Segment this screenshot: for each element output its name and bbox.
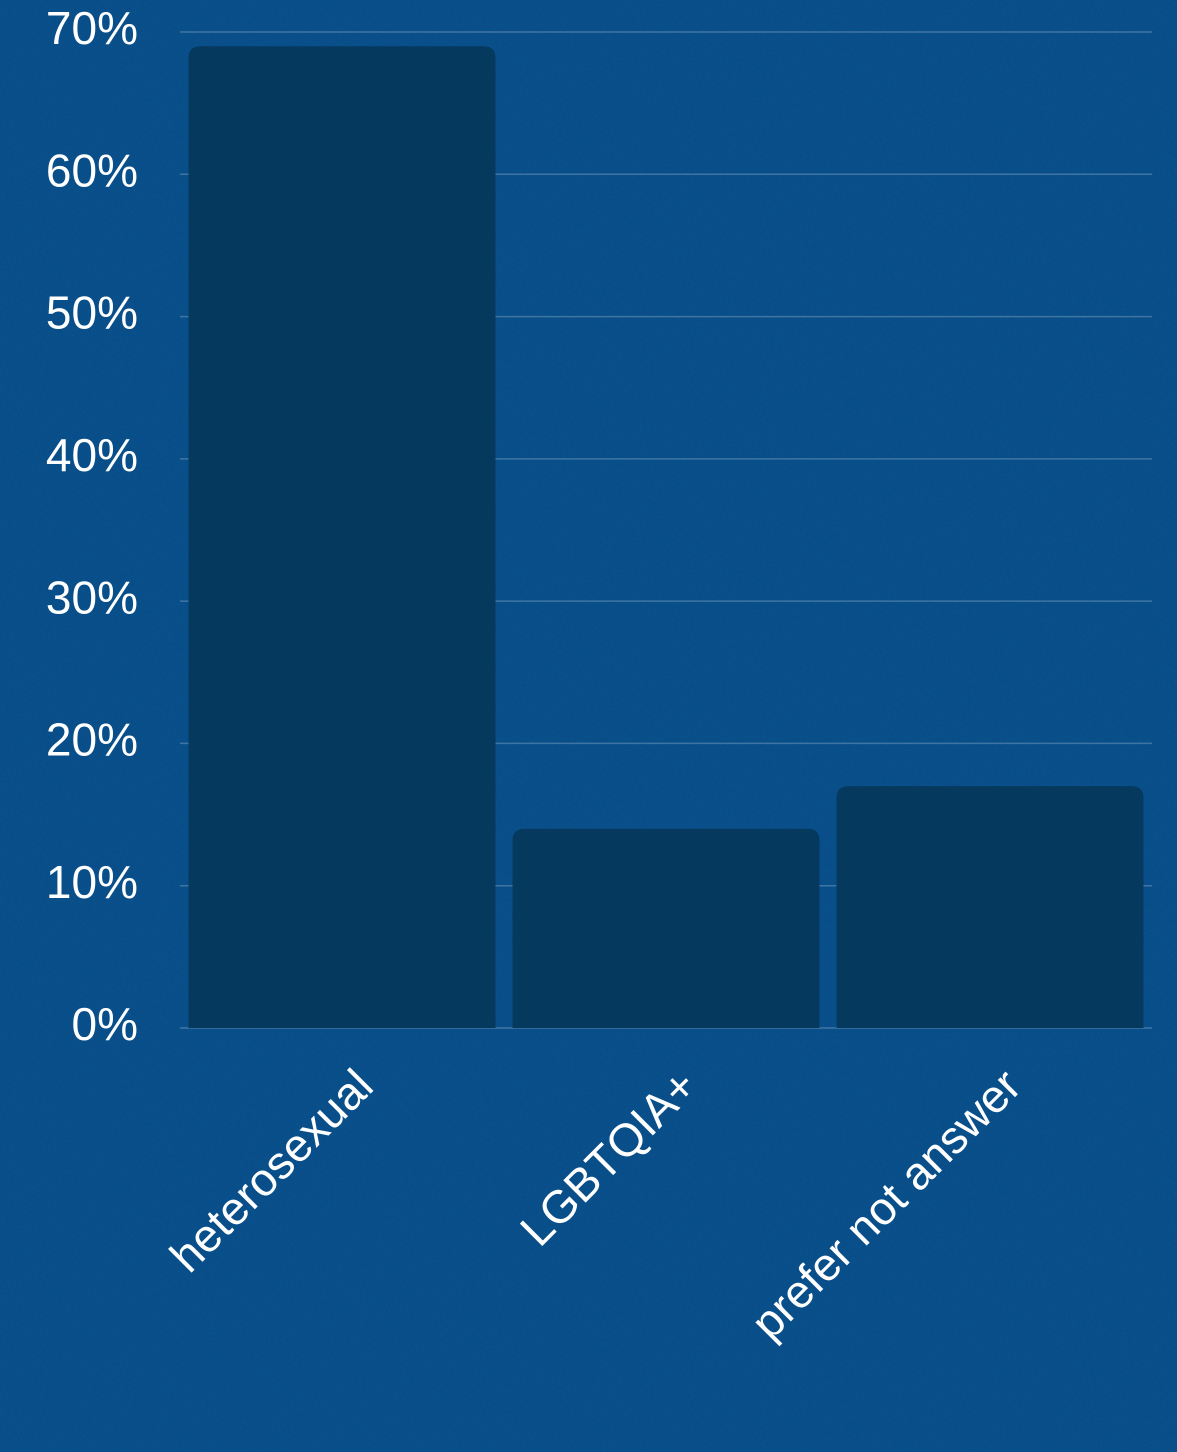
- y-tick-label: 60%: [46, 144, 138, 196]
- y-tick-label: 20%: [46, 714, 138, 766]
- y-tick-label: 40%: [46, 429, 138, 481]
- y-tick-label: 0%: [72, 998, 138, 1050]
- bar: [836, 786, 1144, 1028]
- y-tick-label: 30%: [46, 571, 138, 623]
- y-tick-label: 50%: [46, 287, 138, 339]
- bar: [188, 46, 496, 1028]
- y-tick-label: 10%: [46, 856, 138, 908]
- y-tick-label: 70%: [46, 2, 138, 54]
- bar: [512, 828, 820, 1028]
